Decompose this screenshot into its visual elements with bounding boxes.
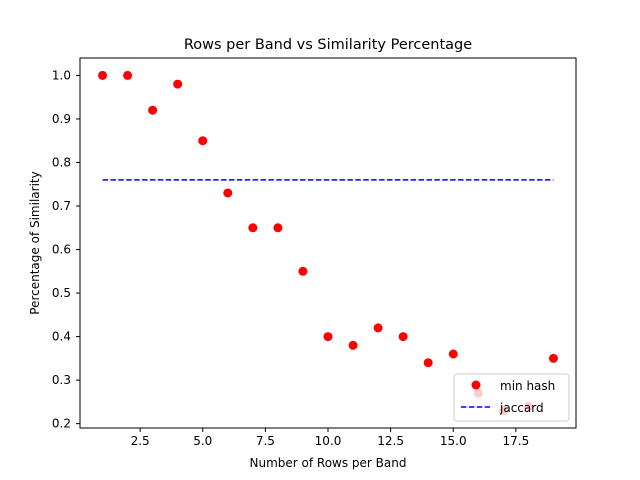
x-tick-label: 15.0 (440, 434, 467, 448)
min-hash-point (298, 266, 308, 276)
min-hash-point (373, 323, 383, 333)
y-tick-label: 0.9 (52, 112, 71, 126)
x-tick-label: 12.5 (377, 434, 404, 448)
y-axis-label: Percentage of Similarity (28, 171, 42, 314)
legend-box (453, 373, 570, 422)
y-tick-label: 0.4 (52, 330, 71, 344)
min-hash-point (198, 136, 208, 146)
min-hash-point (148, 105, 158, 115)
min-hash-point (398, 332, 408, 342)
y-axis-ticks: 0.2 0.3 0.4 0.5 0.6 0.7 0.8 0.9 1.0 (52, 68, 80, 431)
legend: min hash jaccard (453, 373, 570, 422)
min-hash-point (173, 79, 183, 89)
min-hash-point (123, 70, 133, 80)
chart-title: Rows per Band vs Similarity Percentage (184, 37, 472, 53)
x-tick-label: 10.0 (315, 434, 342, 448)
plot-content (98, 70, 558, 416)
y-tick-label: 0.8 (52, 155, 71, 169)
min-hash-point (273, 223, 283, 233)
min-hash-point (448, 349, 458, 359)
min-hash-point (323, 332, 333, 342)
y-tick-label: 0.5 (52, 286, 71, 300)
x-axis-label: Number of Rows per Band (250, 456, 407, 470)
x-tick-label: 7.5 (256, 434, 275, 448)
y-tick-label: 1.0 (52, 68, 71, 82)
y-tick-label: 0.3 (52, 373, 71, 387)
legend-label-min-hash: min hash (500, 379, 555, 393)
x-tick-label: 17.5 (503, 434, 530, 448)
min-hash-point (223, 188, 233, 198)
min-hash-point (348, 340, 358, 350)
y-tick-label: 0.2 (52, 417, 71, 431)
y-tick-label: 0.7 (52, 199, 71, 213)
legend-label-jaccard: jaccard (499, 401, 544, 415)
min-hash-point (248, 223, 258, 233)
x-tick-label: 5.0 (193, 434, 212, 448)
y-tick-label: 0.6 (52, 243, 71, 257)
x-tick-label: 2.5 (131, 434, 150, 448)
legend-marker-min-hash (471, 380, 481, 390)
min-hash-point (548, 353, 558, 363)
x-axis-ticks: 2.5 5.0 7.5 10.0 12.5 15.0 17.5 (131, 428, 530, 448)
min-hash-point (423, 358, 433, 368)
min-hash-point (98, 70, 108, 80)
